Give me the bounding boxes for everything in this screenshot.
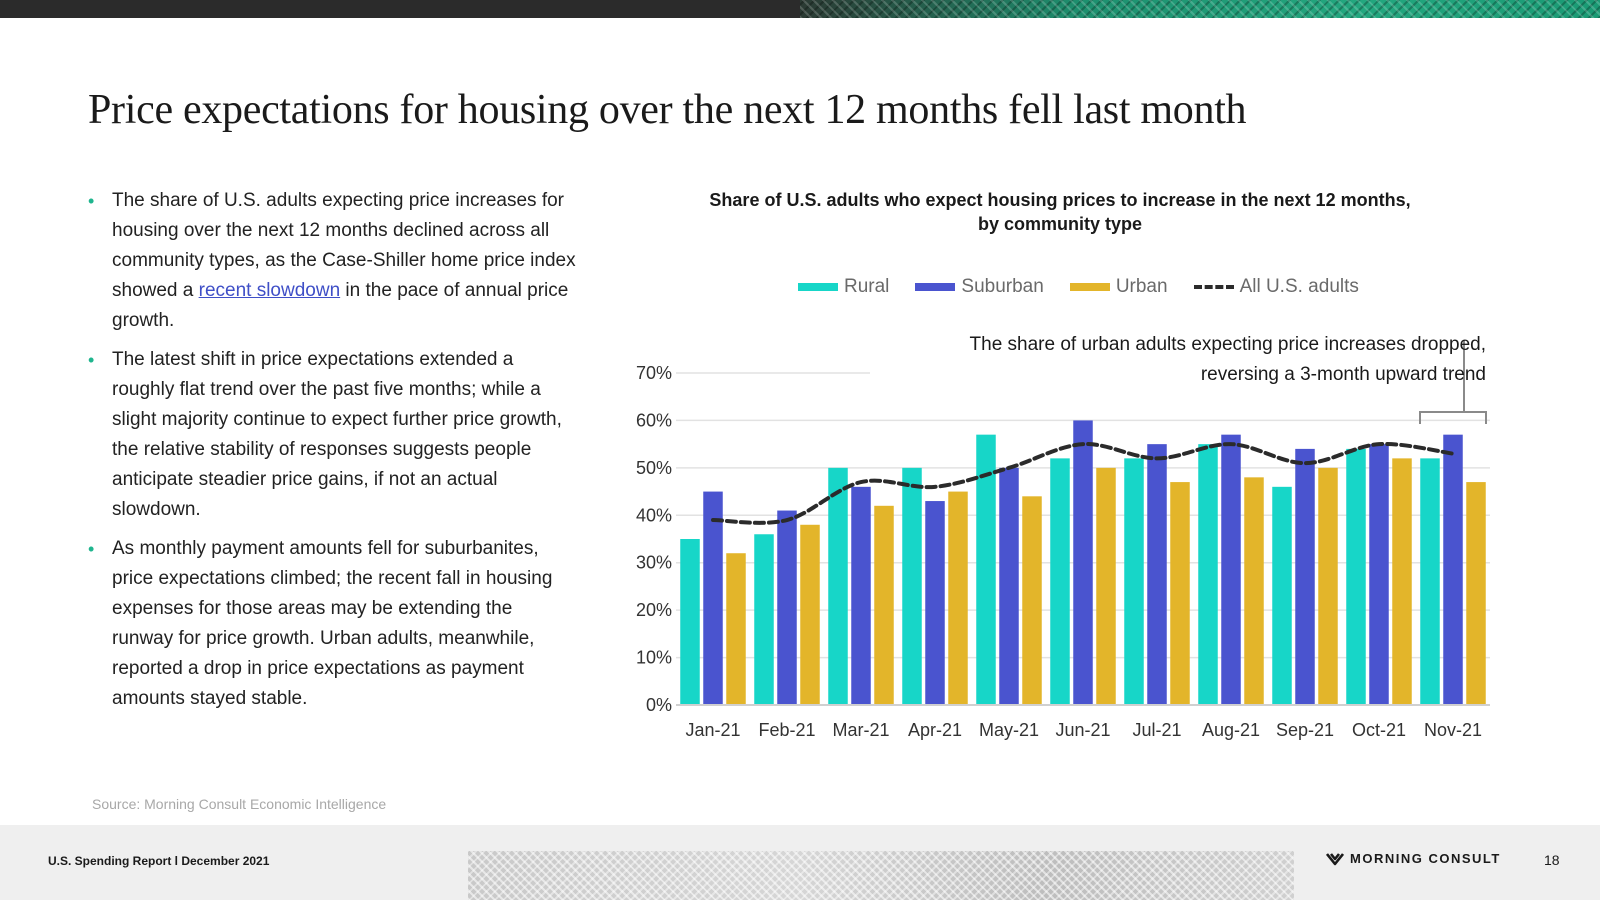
legend-label-all-adults: All U.S. adults <box>1239 276 1359 297</box>
bullet-item: • As monthly payment amounts fell for sub… <box>88 534 578 714</box>
bar-suburban <box>1443 434 1463 705</box>
y-tick-label: 0% <box>646 695 672 715</box>
y-tick-label: 70% <box>636 363 672 383</box>
x-tick-label: Oct-21 <box>1352 720 1406 740</box>
bar-suburban <box>1295 448 1315 705</box>
legend-swatch-suburban <box>915 283 956 291</box>
legend-item-rural: Rural <box>798 276 889 298</box>
x-tick-label: Jan-21 <box>685 720 740 740</box>
bar-urban <box>1244 477 1264 705</box>
legend-swatch-urban <box>1069 283 1110 291</box>
bar-rural <box>1420 458 1440 705</box>
x-tick-label: Jun-21 <box>1055 720 1110 740</box>
chart-annotation: The share of urban adults expecting pric… <box>900 330 1486 390</box>
bar-urban <box>1096 467 1116 705</box>
bar-rural <box>680 539 700 705</box>
brand-logo: MORNING CONSULT <box>1326 851 1501 866</box>
bar-urban <box>1318 467 1338 705</box>
bar-suburban <box>777 510 797 705</box>
y-tick-label: 60% <box>636 410 672 430</box>
chart-title-line-2: by community type <box>977 214 1143 234</box>
bar-suburban <box>703 491 723 705</box>
bullet-marker-icon: • <box>88 539 95 559</box>
chart-legend: Rural Suburban Urban All U.S. adults <box>798 276 1385 298</box>
bullet-text: The latest shift in price expectations e… <box>112 349 562 520</box>
x-tick-label: Apr-21 <box>908 720 962 740</box>
top-bar <box>0 0 1600 18</box>
bar-suburban <box>1147 444 1167 705</box>
y-tick-label: 10% <box>636 648 672 668</box>
legend-item-urban: Urban <box>1069 276 1168 298</box>
legend-label-urban: Urban <box>1115 276 1168 297</box>
bar-suburban <box>925 501 945 705</box>
bar-suburban <box>1221 434 1241 705</box>
y-tick-label: 50% <box>636 458 672 478</box>
bullet-text: The share of U.S. adults expecting price… <box>112 190 576 301</box>
bullet-marker-icon: • <box>88 191 95 211</box>
top-bar-pattern <box>800 0 1600 18</box>
bar-urban <box>800 524 820 705</box>
annotation-line-1: The share of urban adults expecting pric… <box>969 334 1486 355</box>
bar-rural <box>754 534 774 705</box>
bar-rural <box>1346 448 1366 705</box>
bar-rural <box>828 467 848 705</box>
bar-urban <box>874 505 894 705</box>
recent-slowdown-link[interactable]: recent slowdown <box>198 280 341 301</box>
bar-rural <box>1272 486 1292 705</box>
footer-pattern <box>468 851 1294 900</box>
annotation-bracket <box>1419 411 1487 424</box>
bar-urban <box>1466 482 1486 705</box>
x-tick-label: Feb-21 <box>758 720 815 740</box>
bar-urban <box>948 491 968 705</box>
page-number: 18 <box>1544 852 1560 868</box>
bar-suburban <box>851 486 871 705</box>
chart-title: Share of U.S. adults who expect housing … <box>680 188 1440 236</box>
legend-item-suburban: Suburban <box>915 276 1044 298</box>
bar-suburban <box>999 467 1019 705</box>
bar-urban <box>1392 458 1412 705</box>
footer-report-title: U.S. Spending Report l December 2021 <box>48 854 270 868</box>
x-tick-label: Jul-21 <box>1132 720 1181 740</box>
footer: U.S. Spending Report l December 2021 MOR… <box>0 825 1600 900</box>
x-tick-label: Aug-21 <box>1202 720 1260 740</box>
morning-consult-logo-icon <box>1326 852 1344 865</box>
x-tick-label: May-21 <box>979 720 1039 740</box>
page-title: Price expectations for housing over the … <box>88 87 1247 133</box>
chart-title-line-1: Share of U.S. adults who expect housing … <box>709 190 1411 210</box>
legend-label-rural: Rural <box>844 276 890 297</box>
bar-rural <box>976 434 996 705</box>
bar-suburban <box>1369 444 1389 705</box>
bullet-text: in the pace of annual price growth. <box>112 280 569 331</box>
source-note: Source: Morning Consult Economic Intelli… <box>92 796 387 812</box>
y-tick-label: 20% <box>636 600 672 620</box>
bar-rural <box>1124 458 1144 705</box>
legend-swatch-all-adults <box>1193 285 1234 289</box>
bar-rural <box>1050 458 1070 705</box>
bullet-item: • The latest shift in price expectations … <box>88 345 578 525</box>
bar-urban <box>1022 496 1042 705</box>
y-tick-label: 40% <box>636 505 672 525</box>
bullet-item: • The share of U.S. adults expecting pric… <box>88 186 578 336</box>
bar-rural <box>902 467 922 705</box>
x-tick-label: Nov-21 <box>1424 720 1482 740</box>
annotation-line-2: reversing a 3-month upward trend <box>1200 364 1486 385</box>
x-tick-label: Mar-21 <box>832 720 889 740</box>
bullet-text: As monthly payment amounts fell for subu… <box>112 538 553 709</box>
bar-urban <box>726 553 746 705</box>
brand-name: MORNING CONSULT <box>1350 851 1501 866</box>
bar-suburban <box>1073 420 1093 705</box>
bullet-marker-icon: • <box>88 350 95 370</box>
legend-label-suburban: Suburban <box>961 276 1044 297</box>
legend-item-all-adults: All U.S. adults <box>1193 276 1359 298</box>
legend-swatch-rural <box>798 283 838 291</box>
bar-urban <box>1170 482 1190 705</box>
y-tick-label: 30% <box>636 553 672 573</box>
x-tick-label: Sep-21 <box>1276 720 1334 740</box>
bullet-list: • The share of U.S. adults expecting pric… <box>88 186 578 723</box>
bar-rural <box>1198 444 1218 705</box>
